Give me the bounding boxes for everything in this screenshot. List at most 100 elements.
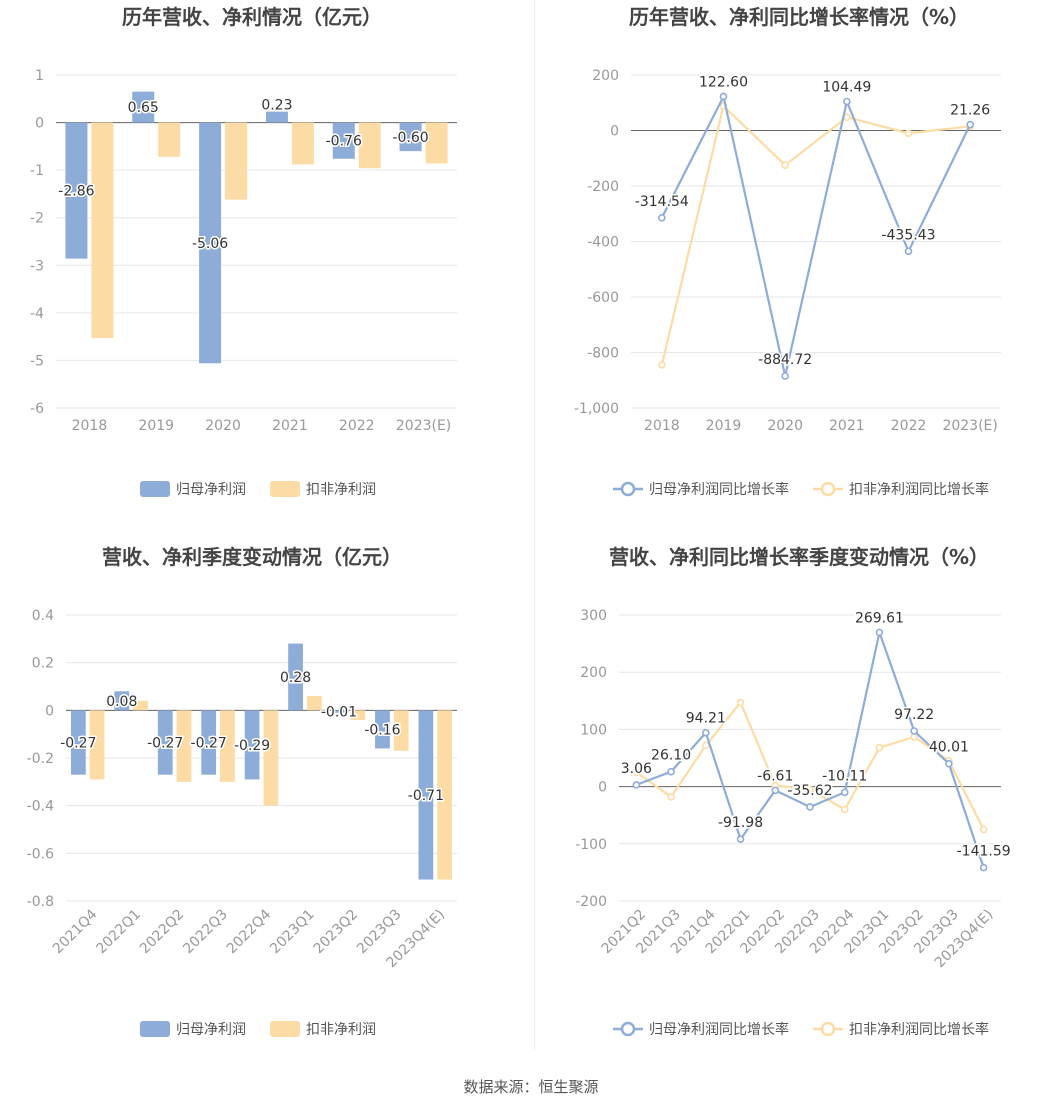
data-label: -35.62 — [787, 783, 832, 799]
x-tick-label: 2023Q1 — [267, 907, 318, 958]
data-label: 97.22 — [894, 707, 934, 723]
data-label: -314.54 — [635, 194, 689, 210]
legend-swatch-parent-net-profit — [140, 481, 170, 497]
legend-label: 归母净利润 — [176, 481, 246, 498]
x-tick-label: 2023Q2 — [311, 907, 362, 958]
data-label: -884.72 — [758, 352, 812, 368]
point-parent-net-profit-growth — [772, 787, 778, 793]
data-label: -141.59 — [957, 844, 1011, 860]
data-label: -0.01 — [321, 705, 357, 721]
data-label: 26.10 — [651, 748, 691, 764]
y-tick-label: -5 — [30, 353, 44, 369]
y-tick-label: -1 — [30, 163, 44, 179]
data-label: 0.28 — [280, 670, 311, 686]
point-parent-net-profit-growth — [946, 761, 952, 767]
data-label: -91.98 — [718, 815, 763, 831]
legend-marker — [822, 1023, 834, 1035]
y-tick-label: -0.6 — [27, 846, 54, 862]
bar-deducted-net-profit — [264, 710, 279, 805]
bar-deducted-net-profit — [426, 123, 448, 164]
chart-annual-growth-svg: 历年营收、净利同比增长率情况（%） 200 0 -200 -400 -600 -800 -1,… — [531, 0, 1062, 540]
legend-label: 归母净利润同比增长率 — [649, 1021, 789, 1038]
data-label: -0.71 — [408, 788, 444, 804]
legend-label: 扣非净利润 — [306, 482, 376, 498]
data-label: 3.06 — [621, 761, 652, 777]
x-tick-label: 2023(E) — [942, 418, 997, 434]
data-label: -0.29 — [234, 738, 270, 754]
data-label: -6.61 — [757, 768, 793, 784]
data-label: 122.60 — [699, 74, 748, 90]
chart-title: 历年营收、净利情况（亿元） — [122, 5, 382, 29]
y-tick-label: -3 — [30, 258, 44, 274]
legend-label: 归母净利润 — [176, 1021, 246, 1038]
chart-title: 历年营收、净利同比增长率情况（%） — [629, 5, 969, 29]
y-tick-label: 0 — [610, 124, 619, 140]
y-tick-label: 0 — [35, 116, 44, 132]
point-deducted-net-profit-growth — [981, 827, 987, 833]
y-tick-label: -2 — [30, 211, 44, 227]
point-parent-net-profit-growth — [703, 730, 709, 736]
point-deducted-net-profit-growth — [703, 742, 709, 748]
chart-quarterly-profit: 营收、净利季度变动情况（亿元） 0.4 0.2 0 -0.2 -0.4 -0.6 -0.8 20… — [0, 540, 531, 1080]
point-parent-net-profit-growth — [659, 215, 665, 221]
data-label: -0.60 — [392, 130, 428, 146]
bar-deducted-net-profit — [292, 123, 314, 165]
bar-deducted-net-profit — [307, 696, 322, 710]
point-parent-net-profit-growth — [782, 373, 788, 379]
y-tick-label: -200 — [575, 894, 607, 910]
legend-label: 扣非净利润同比增长率 — [849, 481, 989, 498]
data-label: -0.27 — [191, 736, 227, 752]
point-parent-net-profit-growth — [981, 865, 987, 871]
x-tick-label: 2022Q1 — [93, 907, 144, 958]
x-tick-label: 2022Q3 — [180, 907, 231, 958]
data-label: -435.43 — [881, 227, 935, 243]
x-tick-label: 2019 — [138, 418, 174, 434]
data-label: -5.06 — [192, 236, 228, 252]
legend-swatch-deducted-net-profit — [270, 481, 300, 497]
data-label: 40.01 — [929, 740, 969, 756]
y-tick-label: -0.8 — [27, 894, 54, 910]
data-label: 0.23 — [261, 98, 292, 114]
data-label: 21.26 — [950, 103, 990, 119]
bar-deducted-net-profit — [359, 123, 381, 169]
point-parent-net-profit-growth — [633, 782, 639, 788]
y-tick-label: -6 — [30, 401, 44, 417]
chart-quarterly-profit-svg: 营收、净利季度变动情况（亿元）0.40.20-0.2-0.4-0.6-0.820… — [0, 540, 531, 1080]
data-label: 269.61 — [855, 610, 904, 626]
y-tick-label: 200 — [592, 68, 619, 84]
y-tick-label: 200 — [580, 665, 607, 681]
y-tick-label: -600 — [587, 290, 619, 306]
chart-title: 营收、净利季度变动情况（亿元） — [102, 545, 402, 569]
point-deducted-net-profit-growth — [876, 745, 882, 751]
point-deducted-net-profit-growth — [842, 806, 848, 812]
x-tick-label: 2022Q2 — [137, 907, 188, 958]
legend-marker — [622, 1023, 634, 1035]
y-tick-label: 300 — [580, 608, 607, 624]
chart-quarterly-growth-svg: 营收、净利同比增长率季度变动情况（%）3002001000-100-200202… — [531, 540, 1062, 1080]
legend-label: 归母净利润同比增长率 — [649, 481, 789, 498]
chart-quarterly-growth: 营收、净利同比增长率季度变动情况（%） 300 200 100 0 -100 -200 202… — [531, 540, 1062, 1080]
point-parent-net-profit-growth — [668, 769, 674, 775]
point-deducted-net-profit-growth — [668, 794, 674, 800]
x-tick-label: 2021 — [829, 418, 865, 434]
data-label: 94.21 — [686, 711, 726, 727]
x-tick-label: 2020 — [767, 418, 803, 434]
y-tick-label: -200 — [587, 179, 619, 195]
y-tick-label: -800 — [587, 346, 619, 362]
y-tick-label: 0.2 — [32, 656, 54, 672]
data-label: -0.27 — [60, 736, 96, 752]
y-tick-label: -0.4 — [27, 799, 54, 815]
y-tick-label: 0 — [598, 780, 607, 796]
y-tick-label: 0 — [45, 703, 54, 719]
data-label: -0.16 — [364, 722, 400, 738]
x-tick-label: 2020 — [205, 418, 241, 434]
point-parent-net-profit-growth — [911, 728, 917, 734]
data-label: 0.65 — [128, 100, 159, 116]
bar-deducted-net-profit — [158, 123, 180, 157]
y-tick-label: 0.4 — [32, 608, 54, 624]
y-tick-label: -1,000 — [574, 401, 619, 417]
x-tick-label: 2021Q4 — [50, 906, 101, 957]
x-tick-label: 2019 — [706, 418, 742, 434]
y-tick-label: -400 — [587, 235, 619, 251]
legend-swatch-parent-net-profit — [140, 1021, 170, 1037]
